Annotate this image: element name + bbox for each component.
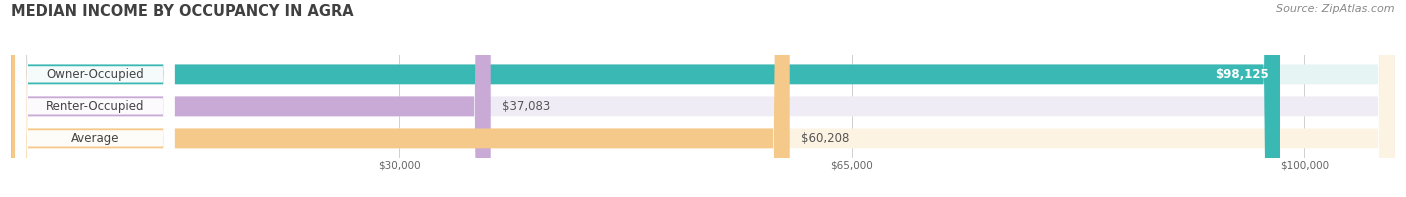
- Text: MEDIAN INCOME BY OCCUPANCY IN AGRA: MEDIAN INCOME BY OCCUPANCY IN AGRA: [11, 4, 354, 19]
- FancyBboxPatch shape: [15, 0, 174, 197]
- FancyBboxPatch shape: [11, 0, 491, 197]
- Text: Owner-Occupied: Owner-Occupied: [46, 68, 143, 81]
- FancyBboxPatch shape: [15, 0, 174, 197]
- FancyBboxPatch shape: [11, 0, 1279, 197]
- Text: $98,125: $98,125: [1215, 68, 1270, 81]
- FancyBboxPatch shape: [15, 0, 174, 197]
- FancyBboxPatch shape: [11, 0, 1395, 197]
- Text: $60,208: $60,208: [801, 132, 849, 145]
- Text: Source: ZipAtlas.com: Source: ZipAtlas.com: [1277, 4, 1395, 14]
- Text: $37,083: $37,083: [502, 100, 550, 113]
- Text: Renter-Occupied: Renter-Occupied: [46, 100, 145, 113]
- Text: Average: Average: [70, 132, 120, 145]
- FancyBboxPatch shape: [11, 0, 1395, 197]
- FancyBboxPatch shape: [11, 0, 790, 197]
- FancyBboxPatch shape: [11, 0, 1395, 197]
